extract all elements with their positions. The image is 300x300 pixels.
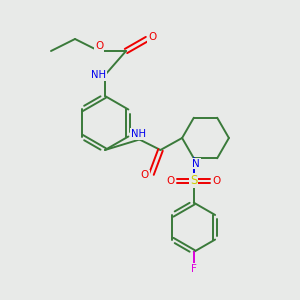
- Text: NH: NH: [91, 70, 106, 80]
- Text: O: O: [148, 32, 157, 43]
- Text: S: S: [190, 174, 197, 187]
- Text: O: O: [141, 170, 149, 181]
- Text: F: F: [191, 264, 197, 274]
- Text: N: N: [192, 159, 200, 169]
- Text: O: O: [95, 41, 103, 52]
- Text: NH: NH: [130, 129, 146, 139]
- Text: O: O: [167, 176, 175, 186]
- Text: O: O: [213, 176, 221, 186]
